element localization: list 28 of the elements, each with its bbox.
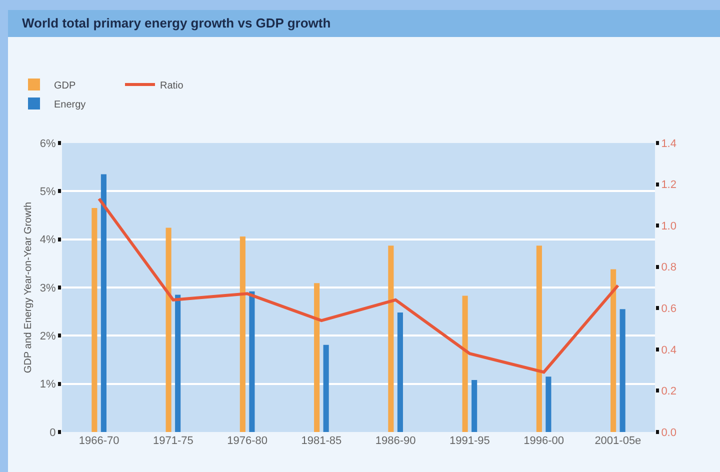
y-tick-label: 1%	[40, 378, 56, 391]
x-tick-label: 2001-05e	[594, 435, 642, 447]
chart-title: World total primary energy growth vs GDP growth	[22, 16, 331, 31]
y2-tick-label: 1.0	[661, 220, 676, 232]
y2-tick-label: 1.2	[661, 179, 676, 192]
y-tick-label: 5%	[40, 186, 56, 198]
y-tick-label: 2%	[40, 330, 56, 343]
y-tick-label: 3%	[40, 282, 56, 294]
y-tick-label: 4%	[40, 234, 56, 246]
x-tick-label: 1976-80	[227, 435, 268, 447]
x-tick-label: 1986-90	[375, 435, 416, 447]
y2-tick-label: 0.0	[661, 426, 676, 439]
y2-tick-label: 1.4	[661, 138, 676, 150]
legend-label: Ratio	[160, 80, 184, 92]
x-tick-label: 1971-75	[153, 435, 194, 447]
y2-tick-label: 0.2	[661, 386, 676, 398]
y-axis-title: GDP and Energy Year-on-Year Growth	[22, 202, 34, 374]
y-tick-label: 6%	[40, 138, 56, 150]
y2-tick-label: 0.6	[661, 302, 676, 315]
legend-label: GDP	[54, 80, 76, 92]
y2-tick-label: 0.8	[661, 262, 676, 274]
y-tick-label: 0	[50, 426, 56, 439]
y2-tick-label: 0.4	[661, 344, 676, 356]
x-tick-label: 1991-95	[450, 435, 490, 447]
legend-label: Energy	[54, 99, 86, 110]
x-tick-label: 1981-85	[301, 435, 342, 447]
x-tick-label: 1966-70	[78, 435, 120, 447]
x-tick-label: 1996-00	[524, 435, 564, 447]
